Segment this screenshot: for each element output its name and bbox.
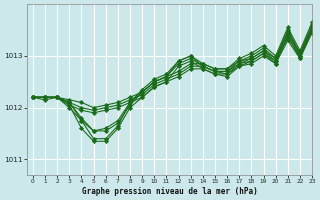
X-axis label: Graphe pression niveau de la mer (hPa): Graphe pression niveau de la mer (hPa) [82,187,257,196]
